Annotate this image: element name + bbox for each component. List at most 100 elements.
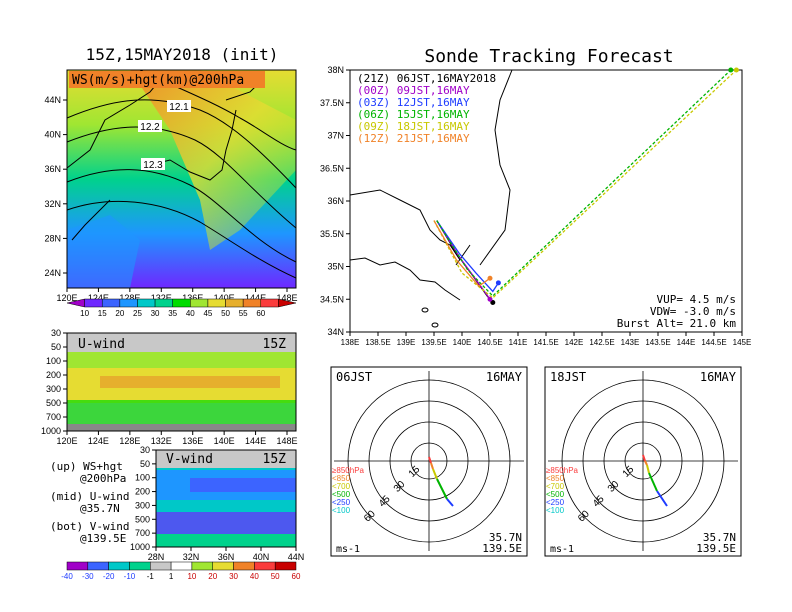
colorbar-swatch xyxy=(191,561,213,571)
track-x-tick-label: 141.5E xyxy=(533,338,558,347)
colorbar-label: 20 xyxy=(115,309,124,318)
hodograph-legend-entry: <700 xyxy=(332,482,351,491)
island xyxy=(431,322,439,328)
colorbar-label: 55 xyxy=(239,309,248,318)
map-x-tick-label: 140E xyxy=(214,293,235,303)
v-y-ticks: 30 50 100 200 300 500 700 1000 xyxy=(130,445,156,552)
v-wind-band xyxy=(190,478,296,492)
colorbar-label: 40 xyxy=(250,572,259,581)
track-legend-entry: (06Z) 15JST,16MAY xyxy=(357,108,470,121)
colorbar-swatch xyxy=(108,561,130,571)
v-y-tick-label: 50 xyxy=(140,459,150,469)
hodograph-legend-entry: <250 xyxy=(332,498,351,507)
u-y-tick-label: 50 xyxy=(51,342,61,352)
colorbar-swatch xyxy=(254,561,276,571)
hodograph-trace xyxy=(436,478,448,500)
colorbar-swatch xyxy=(242,298,262,308)
track-x-tick-label: 138E xyxy=(341,338,360,347)
colorbar-swatch xyxy=(170,561,193,571)
v-y-tick-label: 200 xyxy=(135,487,150,497)
note-line: (mid) U-wind xyxy=(50,490,129,503)
wind-map-panel: 12.1 12.2 12.3 WS(m/s)+hgt(km)@200hPa 44… xyxy=(44,69,298,303)
track-endpoint xyxy=(487,275,493,281)
island xyxy=(421,307,429,313)
colorbar-swatch xyxy=(225,298,244,308)
map-y-tick-label: 36N xyxy=(44,164,61,174)
map-x-tick-label: 128E xyxy=(119,293,140,303)
map-x-tick-label: 136E xyxy=(182,293,203,303)
hodograph-legend-entry: <850 xyxy=(332,474,351,483)
track-x-ticks: 138E 138.5E 139E 139.5E 140E 140.5E 141E 141.5E… xyxy=(341,332,751,347)
colorbar-label: 30 xyxy=(151,309,160,318)
u-wind-band xyxy=(67,400,296,424)
hodograph-06jst: 06JST 16MAY 35.7N 139.5E ms-1 15304560≥8… xyxy=(330,366,528,557)
track-line xyxy=(436,69,732,297)
colorbar-label: 40 xyxy=(186,309,195,318)
colorbar-label: -1 xyxy=(147,572,155,581)
hodograph-trace xyxy=(446,498,454,507)
colorbar-label: -40 xyxy=(61,572,73,581)
colorbar-label: 60 xyxy=(292,572,301,581)
left-title: 15Z,15MAY2018 (init) xyxy=(86,45,279,64)
track-lines xyxy=(433,67,739,306)
u-wind-band xyxy=(67,424,296,431)
track-line xyxy=(433,69,737,299)
hodograph-trace xyxy=(430,462,434,470)
hodograph-unit: ms-1 xyxy=(550,544,574,555)
note-line: @200hPa xyxy=(80,472,126,485)
hodograph-trace xyxy=(646,464,650,474)
hodograph-trace xyxy=(428,456,432,464)
track-x-tick-label: 138.5E xyxy=(365,338,390,347)
note-line: @139.5E xyxy=(80,532,126,545)
colorbar-swatch xyxy=(87,561,109,571)
colorbar-label: -10 xyxy=(124,572,136,581)
map-x-tick-label: 124E xyxy=(88,293,109,303)
wind-map-frame xyxy=(66,69,297,289)
colorbar-swatch xyxy=(101,298,121,308)
colorbar-label: 10 xyxy=(80,309,89,318)
track-legend-entry: (03Z) 12JST,16MAY xyxy=(357,96,470,109)
track-y-tick-label: 37.5N xyxy=(320,98,344,108)
u-y-tick-label: 1000 xyxy=(41,426,61,436)
map-y-tick-label: 24N xyxy=(44,268,61,278)
hodograph-legend-entry: ≥850hPa xyxy=(332,466,365,475)
track-y-tick-label: 36N xyxy=(327,196,344,206)
contour-label: 12.1 xyxy=(169,102,189,113)
coastline xyxy=(66,79,263,241)
map-y-tick-label: 40N xyxy=(44,130,61,140)
hodograph-trace xyxy=(656,490,668,507)
hodograph-time: 18JST xyxy=(550,370,586,384)
hodograph-legend-entry: <500 xyxy=(546,490,565,499)
colorbar-swatch xyxy=(190,298,209,308)
u-wind-time: 15Z xyxy=(263,337,287,352)
v-y-tick-label: 700 xyxy=(135,528,150,538)
v-x-tick-label: 28N xyxy=(148,552,165,562)
u-y-tick-label: 700 xyxy=(46,412,61,422)
map-y-ticks: 44N 40N 36N 32N 28N 24N xyxy=(44,95,67,278)
u-wind-band xyxy=(100,376,280,388)
hodograph-legend-entry: <850 xyxy=(546,474,565,483)
height-contour xyxy=(66,99,297,189)
v-y-tick-label: 500 xyxy=(135,514,150,524)
v-wind-band xyxy=(156,534,296,547)
colorbar-swatch xyxy=(150,561,172,571)
v-y-tick-label: 1000 xyxy=(130,542,150,552)
track-endpoint xyxy=(728,67,734,73)
low-wind-region xyxy=(67,215,140,288)
track-x-tick-label: 144E xyxy=(677,338,696,347)
hodograph-legend-entry: ≥850hPa xyxy=(546,466,579,475)
map-x-tick-label: 144E xyxy=(245,293,266,303)
u-x-tick-label: 140E xyxy=(214,436,235,446)
v-x-tick-label: 32N xyxy=(183,552,200,562)
track-y-tick-label: 36.5N xyxy=(320,163,344,173)
track-x-tick-label: 139.5E xyxy=(421,338,446,347)
colorbar-label: 60 xyxy=(256,309,265,318)
hodograph-unit: ms-1 xyxy=(336,544,360,555)
v-wind-band xyxy=(156,512,296,534)
track-x-tick-label: 141E xyxy=(509,338,528,347)
u-x-tick-label: 144E xyxy=(245,436,266,446)
map-x-tick-label: 120E xyxy=(56,293,77,303)
track-x-tick-label: 140.5E xyxy=(477,338,502,347)
map-x-ticks: 120E 124E 128E 132E 136E 140E 144E 148E xyxy=(56,288,298,303)
